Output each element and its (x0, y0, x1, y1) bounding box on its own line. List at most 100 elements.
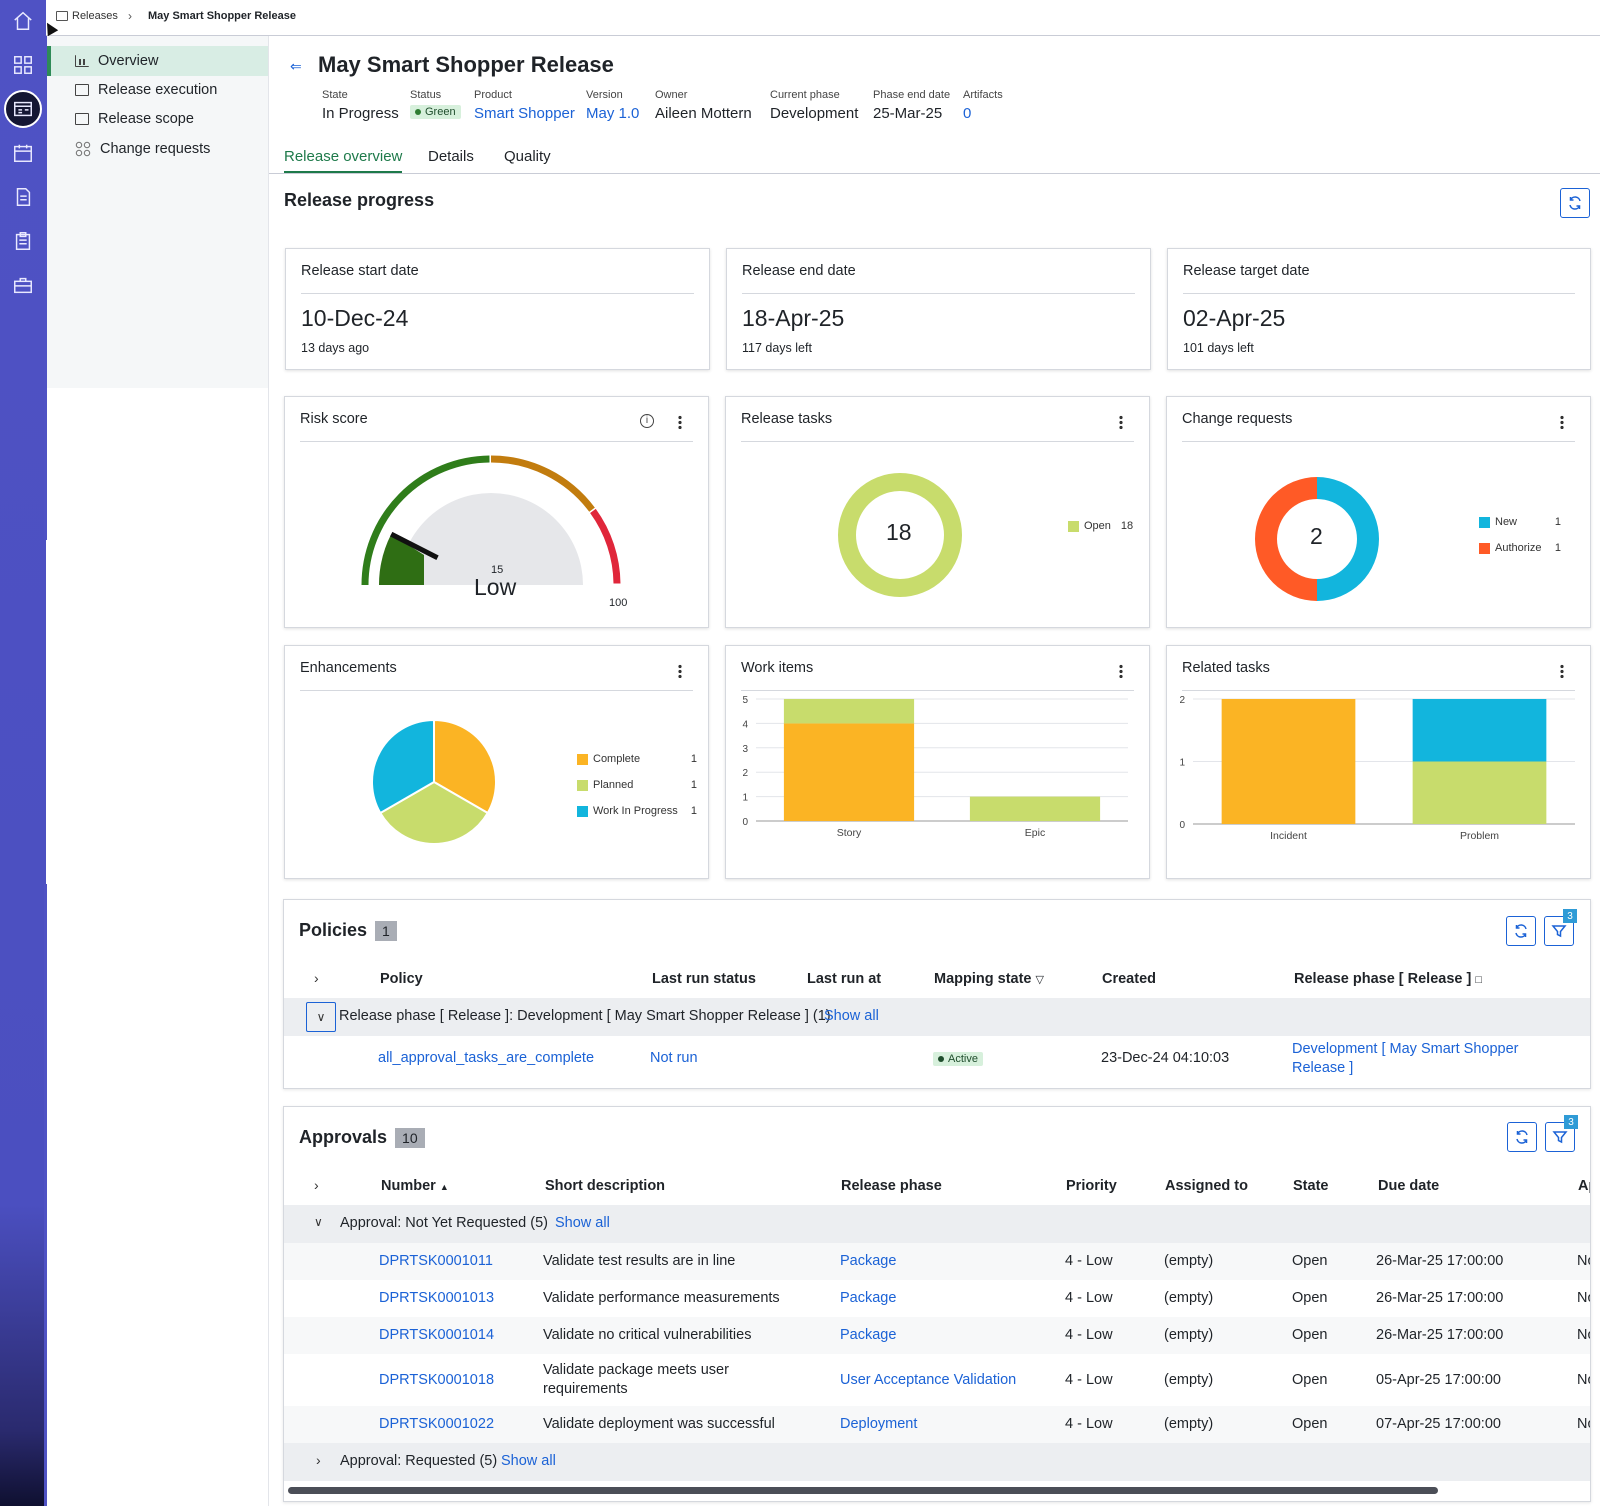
nav-item-overview[interactable]: Overview (47, 46, 269, 76)
more-options-icon[interactable] (1119, 415, 1123, 429)
horizontal-scrollbar[interactable] (288, 1487, 1438, 1494)
legend-item[interactable]: New 1 (1479, 509, 1561, 535)
table-row[interactable]: DPRTSK0001014 Validate no critical vulne… (284, 1317, 1590, 1354)
gauge-band (361, 455, 490, 586)
policy-link[interactable]: all_approval_tasks_are_complete (378, 1050, 595, 1066)
expand-group-chevron-icon[interactable]: › (316, 1452, 321, 1468)
table-row[interactable]: DPRTSK0001013 Validate performance measu… (284, 1280, 1590, 1317)
group-label: Approval: Not Yet Requested (5) (340, 1215, 548, 1231)
number-link[interactable]: DPRTSK0001011 (379, 1253, 493, 1269)
column-header[interactable]: Short description (545, 1178, 666, 1194)
collapse-nav-icon[interactable]: ⇐ (290, 58, 302, 74)
release-phase-link[interactable]: Development [ May Smart Shopper (1292, 1041, 1519, 1057)
column-header[interactable]: Priority (1066, 1178, 1117, 1194)
collapse-group-chevron-icon[interactable]: ∨ (314, 1215, 323, 1229)
document-icon[interactable] (8, 182, 38, 212)
field-label: Phase end date (873, 89, 951, 101)
column-header-mapping-state[interactable]: Mapping state ▽ (934, 971, 1044, 987)
home-icon[interactable] (8, 6, 38, 36)
table-row[interactable]: DPRTSK0001018 Validate package meets use… (284, 1354, 1590, 1406)
nav-item-change-requests[interactable]: Change requests (47, 134, 269, 164)
card-title: Related tasks (1182, 660, 1270, 676)
more-options-icon[interactable] (678, 415, 682, 429)
last-run-status-link[interactable]: Not run (650, 1050, 698, 1066)
release-phase-link[interactable]: Deployment (840, 1416, 918, 1432)
more-options-icon[interactable] (678, 664, 682, 678)
show-all-link[interactable]: Show all (501, 1453, 556, 1469)
collapse-group-chevron-icon[interactable]: ∨ (306, 1002, 336, 1032)
state-cell: Open (1292, 1253, 1328, 1269)
divider (300, 690, 693, 691)
release-phase-link[interactable]: Package (840, 1327, 897, 1343)
divider (741, 441, 1134, 442)
refresh-button[interactable] (1506, 916, 1536, 946)
number-link[interactable]: DPRTSK0001022 (379, 1416, 495, 1432)
nav-item-release-scope[interactable]: Release scope (47, 104, 269, 134)
filter-button[interactable]: 3 (1544, 909, 1577, 946)
column-header[interactable]: Release phase (841, 1178, 942, 1194)
legend-swatch (577, 805, 588, 817)
more-options-icon[interactable] (1560, 415, 1564, 429)
release-phase-link[interactable]: Package (840, 1290, 897, 1306)
column-header[interactable]: Policy (380, 971, 423, 987)
number-link[interactable]: DPRTSK0001013 (379, 1290, 495, 1306)
show-all-link[interactable]: Show all (824, 1008, 879, 1024)
table-row[interactable]: DPRTSK0001022 Validate deployment was su… (284, 1406, 1590, 1443)
tab-release-overview[interactable]: Release overview (284, 148, 403, 173)
breadcrumb-releases[interactable]: Releases (72, 10, 118, 22)
column-header[interactable]: Last run status (652, 971, 756, 987)
legend-item[interactable]: Authorize 1 (1479, 535, 1561, 561)
filter-button[interactable]: 3 (1545, 1115, 1578, 1152)
tab-quality[interactable]: Quality (504, 148, 551, 165)
clipboard-icon[interactable] (8, 226, 38, 256)
product-link[interactable]: Smart Shopper (474, 105, 575, 122)
column-header[interactable]: State (1293, 1178, 1329, 1194)
release-phase-link[interactable]: User Acceptance Validation (840, 1372, 1017, 1388)
refresh-button[interactable] (1560, 188, 1590, 218)
field-product: Product Smart Shopper (474, 89, 575, 122)
artifacts-link[interactable]: 0 (963, 105, 972, 122)
breadcrumb: Releases › May Smart Shopper Release (46, 0, 1600, 36)
more-options-icon[interactable] (1119, 664, 1123, 678)
nav-item-label: Release execution (98, 82, 218, 98)
legend-item[interactable]: Planned 1 (577, 772, 697, 798)
expand-all-chevron-icon[interactable]: › (314, 970, 319, 986)
number-link[interactable]: DPRTSK0001018 (379, 1372, 495, 1388)
bar-segment (1412, 761, 1547, 824)
column-header-release-phase[interactable]: Release phase [ Release ] □ (1294, 971, 1482, 987)
releases-icon[interactable] (4, 90, 42, 128)
count-badge: 1 (375, 920, 397, 941)
field-label: Product (474, 89, 512, 101)
due-date-cell: 26-Mar-25 17:00:00 (1376, 1327, 1504, 1343)
info-icon[interactable]: i (640, 414, 654, 428)
risk-gauge (361, 455, 621, 586)
legend-item[interactable]: Complete 1 (577, 746, 697, 772)
calendar-icon[interactable] (8, 138, 38, 168)
nav-item-release-execution[interactable]: Release execution (47, 75, 269, 105)
column-header[interactable]: Due date (1378, 1178, 1440, 1194)
toolbox-icon[interactable] (8, 270, 38, 300)
release-phase-link[interactable]: Package (840, 1253, 897, 1269)
card-title: Work items (741, 660, 814, 676)
version-link[interactable]: May 1.0 (586, 105, 640, 122)
column-header[interactable]: Assigned to (1165, 1178, 1248, 1194)
column-header-number[interactable]: Number ▲ (381, 1178, 449, 1194)
legend-value: 1 (1554, 516, 1561, 528)
column-header[interactable]: Last run at (807, 971, 882, 987)
card-title: Change requests (1182, 411, 1293, 427)
table-row[interactable]: DPRTSK0001011 Validate test results are … (284, 1243, 1590, 1280)
apps-grid-icon[interactable] (8, 50, 38, 80)
legend-item[interactable]: Open 18 (1068, 519, 1148, 533)
number-link[interactable]: DPRTSK0001014 (379, 1327, 495, 1343)
column-header[interactable]: Created (1102, 971, 1156, 987)
show-all-link[interactable]: Show all (555, 1215, 610, 1231)
column-header[interactable]: Ap (1578, 1178, 1590, 1194)
more-options-icon[interactable] (1560, 664, 1564, 678)
page-title: May Smart Shopper Release (318, 52, 614, 77)
release-phase-link[interactable]: Release ] (1292, 1060, 1354, 1076)
legend-item[interactable]: Work In Progress 1 (577, 798, 697, 824)
refresh-button[interactable] (1507, 1122, 1537, 1152)
expand-all-chevron-icon[interactable]: › (314, 1177, 319, 1193)
legend-swatch (1068, 520, 1079, 532)
tab-details[interactable]: Details (428, 148, 474, 165)
